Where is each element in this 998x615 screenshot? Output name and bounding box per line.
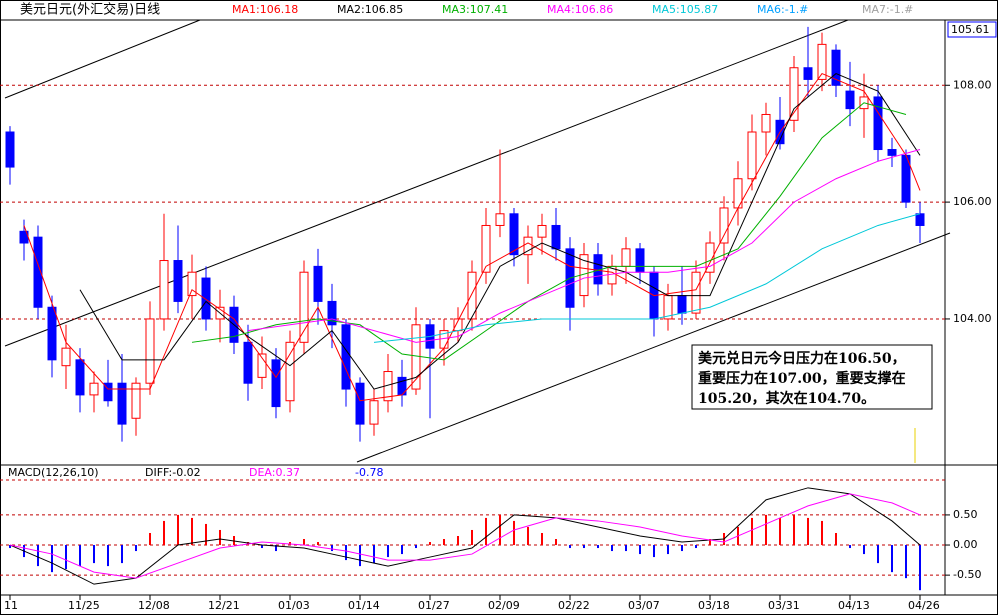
candle-body: [313, 265, 323, 302]
macd-title: MACD(12,26,10): [8, 466, 99, 479]
x-tick-label: 02/22: [558, 599, 590, 612]
candle-body: [145, 318, 155, 384]
candle-body: [817, 43, 827, 80]
candle-body: [117, 382, 127, 425]
x-tick-label: 03/07: [628, 599, 660, 612]
legend-entry: MA6:-1.#: [757, 3, 808, 16]
indicator-line: [79, 73, 921, 390]
legend-entry: MA7:-1.#: [862, 3, 913, 16]
candle-body: [509, 213, 519, 256]
candle-body: [173, 260, 183, 302]
candle-body: [635, 248, 645, 273]
legend-entry: MA5:105.87: [652, 3, 718, 16]
x-tick-label: 03/31: [768, 599, 800, 612]
candle-body: [887, 149, 897, 156]
candle-body: [299, 271, 309, 343]
candle-body: [523, 236, 533, 256]
candle-body: [131, 382, 141, 419]
y-tick-label: 106.00: [953, 195, 992, 208]
indicator-line: [23, 72, 921, 402]
last-price: 105.61: [951, 23, 990, 36]
legend-entry: MA1:106.18: [232, 3, 298, 16]
last-price-box: [947, 21, 997, 38]
candle-body: [691, 271, 701, 314]
annotation: 美元兑日元今日压力在106.50， 重要压力在107.00，重要支撑在 105.…: [691, 344, 933, 410]
annotation-box: [691, 344, 933, 410]
candle-body: [719, 207, 729, 244]
y-tick-label: -0.50: [953, 568, 981, 581]
channel-line: [356, 232, 951, 463]
candle-body: [761, 113, 771, 133]
indicator-line: [9, 487, 921, 585]
candle-body: [187, 271, 197, 297]
x-tick-label: 02/09: [488, 599, 520, 612]
candle-body: [803, 67, 813, 80]
legend-entry: MA4:106.86: [547, 3, 613, 16]
legend-entry: DEA:0.37: [249, 466, 300, 479]
candle-body: [621, 248, 631, 267]
candle-body: [495, 213, 505, 226]
annotation-line: 美元兑日元今日压力在106.50，: [698, 350, 906, 367]
candle-body: [285, 341, 295, 402]
x-tick-label: 12/21: [208, 599, 240, 612]
x-tick-label: 04/26: [908, 599, 940, 612]
candle-body: [677, 295, 687, 314]
indicator-line: [9, 493, 921, 579]
channel-line: [4, 19, 849, 347]
x-tick-label: 11: [4, 599, 18, 612]
candle-body: [705, 242, 715, 273]
candle-body: [61, 347, 71, 367]
x-tick-label: 01/14: [348, 599, 380, 612]
y-tick-label: 0.00: [953, 538, 978, 551]
x-tick-label: 03/18: [698, 599, 730, 612]
y-tick-label: 108.00: [953, 78, 992, 91]
candle-body: [355, 382, 365, 425]
candle-body: [789, 67, 799, 121]
indicator-line: [191, 102, 907, 361]
candle-body: [747, 131, 757, 180]
candle-body: [873, 96, 883, 151]
candle-body: [159, 260, 169, 320]
y-tick-label: 0.50: [953, 508, 978, 521]
candle-body: [831, 49, 841, 86]
annotation-line: 重要压力在107.00，重要支撑在: [698, 370, 906, 387]
candle-body: [915, 213, 925, 226]
candle-body: [201, 277, 211, 320]
candle-body: [845, 90, 855, 110]
annotation-line: 105.20，其次在104.70。: [698, 390, 875, 407]
candle-body: [481, 224, 491, 273]
x-tick-label: 01/27: [418, 599, 450, 612]
macd-value: -0.78: [355, 466, 383, 479]
candle-body: [47, 306, 57, 361]
candle-body: [243, 341, 253, 384]
legend-entry: MA2:106.85: [337, 3, 403, 16]
candle-body: [467, 271, 477, 320]
candle-body: [341, 324, 351, 390]
chart-title: 美元日元(外汇交易)日线: [20, 2, 160, 18]
candle-body: [327, 300, 337, 326]
legend-entry: MA3:107.41: [442, 3, 508, 16]
candle-body: [33, 236, 43, 308]
legend-entry: DIFF:-0.02: [145, 466, 201, 479]
candle-body: [551, 224, 561, 250]
indicator-line: [373, 213, 921, 343]
x-tick-label: 12/08: [138, 599, 170, 612]
candle-body: [75, 359, 85, 396]
candle-body: [369, 400, 379, 425]
candle-body: [271, 359, 281, 408]
candle-body: [537, 224, 547, 238]
x-tick-label: 01/03: [278, 599, 310, 612]
indicator-line: [247, 149, 921, 343]
candle-body: [103, 382, 113, 402]
candle-body: [5, 131, 15, 168]
x-tick-label: 11/25: [68, 599, 100, 612]
y-tick-label: 104.00: [953, 312, 992, 325]
candle-body: [89, 382, 99, 396]
candle-body: [257, 353, 267, 378]
x-tick-label: 04/13: [838, 599, 870, 612]
